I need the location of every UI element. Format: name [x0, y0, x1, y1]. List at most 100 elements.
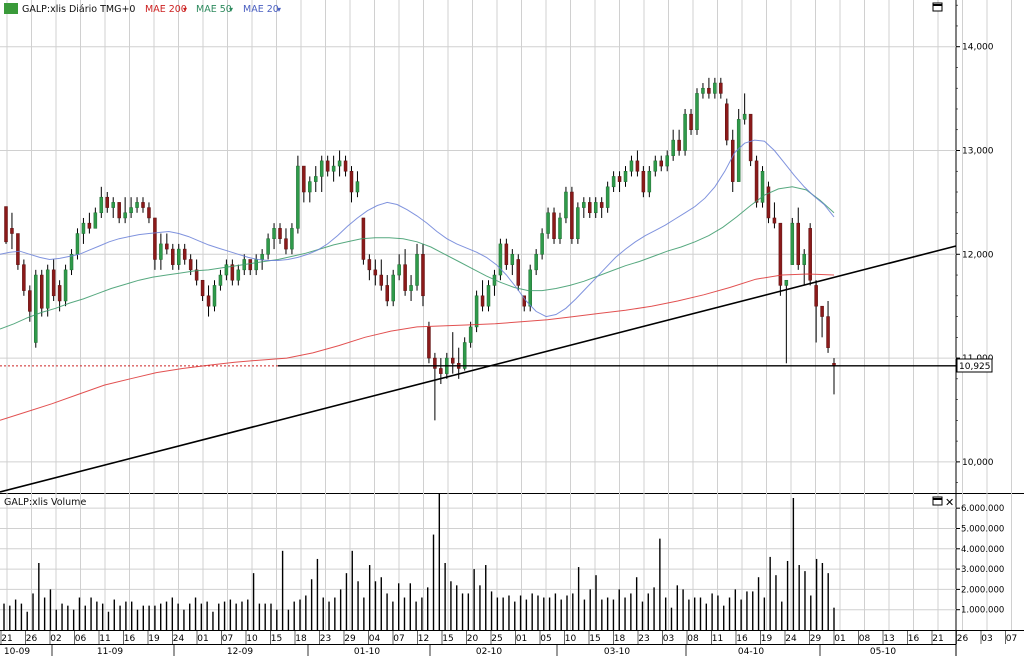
candle: [730, 129, 735, 193]
candle: [254, 254, 258, 276]
trend-line: [0, 245, 957, 493]
chevron-down-icon[interactable]: ▾: [183, 5, 187, 14]
candle: [325, 155, 330, 177]
month-label: 04-10: [738, 647, 764, 656]
candle-body-down: [707, 87, 711, 94]
window-maximize-icon[interactable]: [932, 496, 943, 506]
candle: [588, 197, 592, 218]
candle: [802, 249, 806, 286]
candle-body-up: [308, 181, 312, 193]
candle-body-up: [176, 248, 181, 265]
legend-mae-20[interactable]: MAE 20: [243, 4, 279, 15]
candle-body-up: [647, 171, 652, 193]
candle-body-down: [39, 274, 44, 309]
x-tick-label: 16: [908, 634, 920, 644]
candle: [504, 238, 509, 270]
chevron-down-icon[interactable]: ▾: [277, 5, 281, 14]
candle: [677, 129, 681, 156]
candle-body-down: [451, 357, 455, 364]
candle-body-up: [623, 171, 628, 182]
candle: [278, 223, 282, 244]
candle: [176, 243, 181, 270]
candle-body-up: [296, 165, 300, 229]
candle-body-down: [588, 202, 592, 214]
candle: [93, 207, 98, 229]
x-tick-label: 01: [834, 634, 845, 644]
candle-body-up: [683, 113, 687, 151]
x-tick-label: 13: [883, 634, 894, 644]
x-tick-label: 01: [197, 634, 208, 644]
y-tick-label: 13,000: [962, 146, 994, 156]
candle: [760, 166, 765, 208]
candle-body-up: [129, 207, 133, 214]
app-logo-icon: [4, 3, 18, 14]
volume-panel: [3, 493, 835, 630]
candle: [742, 93, 747, 125]
window-maximize-icon[interactable]: [932, 2, 943, 12]
candle: [284, 228, 288, 255]
candle-body-up: [218, 274, 223, 286]
x-tick-label: 08: [859, 634, 871, 644]
candle: [123, 197, 127, 224]
candle: [379, 259, 384, 291]
month-label: 12-09: [227, 647, 253, 656]
candle-body-up: [742, 113, 747, 120]
month-label: 05-10: [870, 647, 896, 656]
x-tick-label: 03: [981, 634, 992, 644]
x-tick-label: 26: [26, 634, 38, 644]
candle: [808, 223, 812, 286]
candle-body-up: [99, 196, 104, 214]
x-tick-label: 24: [785, 634, 797, 644]
candle: [498, 238, 503, 281]
candle-body-down: [51, 269, 56, 297]
x-tick-label: 04: [369, 634, 381, 644]
candle: [784, 279, 789, 364]
chevron-down-icon[interactable]: ▾: [229, 5, 233, 14]
candle: [10, 212, 14, 250]
candle: [611, 171, 616, 193]
y-tick-label: 4.000.000: [961, 545, 1004, 555]
candle-body-up: [290, 228, 294, 250]
candle: [343, 155, 348, 177]
y-tick-label: 2.000.000: [961, 585, 1004, 595]
candle: [647, 166, 652, 198]
x-tick-label: 24: [173, 634, 185, 644]
candle-body-down: [439, 368, 443, 374]
candle-body-down: [552, 212, 556, 239]
volume-panel-header: GALP:xlis Volume ✕: [4, 496, 954, 509]
x-tick-label: 15: [442, 634, 453, 644]
candle-body-down: [171, 248, 175, 265]
x-tick-label: 16: [736, 634, 748, 644]
legend-mae-50[interactable]: MAE 50: [196, 4, 232, 15]
x-tick-label: 25: [491, 634, 502, 644]
x-tick-label: 06: [75, 634, 87, 644]
candle-body-down: [421, 254, 425, 297]
candle-body-down: [772, 217, 777, 224]
candle-body-down: [427, 326, 431, 359]
candle-body-down: [641, 171, 646, 193]
candle-body-down: [385, 285, 389, 302]
candle: [409, 275, 413, 301]
x-tick-label: 18: [295, 634, 307, 644]
candle: [69, 249, 74, 276]
candle-body-up: [260, 254, 264, 260]
candle: [528, 264, 532, 312]
candle-body-down: [766, 186, 771, 219]
legend-mae-200[interactable]: MAE 200: [145, 4, 187, 15]
candle: [683, 108, 687, 156]
candle: [486, 280, 491, 312]
candle-body-down: [379, 274, 384, 286]
candle-body-up: [564, 191, 568, 219]
candle-body-down: [748, 113, 753, 162]
close-icon[interactable]: ✕: [945, 496, 954, 509]
candle: [814, 280, 818, 343]
candle-body-up: [34, 274, 38, 343]
candle-body-down: [719, 82, 723, 94]
candle: [826, 300, 830, 353]
price-panel: [0, 77, 957, 493]
candle: [790, 217, 795, 265]
x-tick-label: 18: [614, 634, 626, 644]
last-price-label: 10,925: [959, 362, 991, 372]
candle-body-up: [212, 285, 217, 307]
x-tick-label: 07: [393, 634, 404, 644]
